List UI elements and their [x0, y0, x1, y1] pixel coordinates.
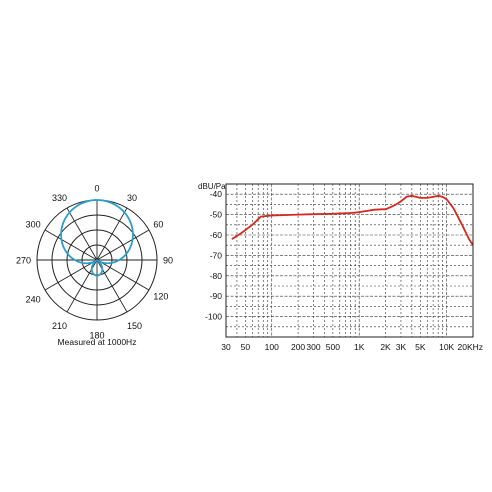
freq-y-tick-label: -90	[210, 291, 223, 301]
freq-x-tick-labels: 30 50 100 200 300 500 1K 2K 3K 5K 10K 20KHz	[221, 342, 483, 352]
frequency-response-chart: dBU/Pa -40 -50 -60 -70 -80 -90 -100 30 50 100 200…	[198, 182, 483, 352]
polar-spoke	[96, 229, 150, 261]
freq-plot-frame	[225, 183, 474, 338]
freq-y-tick-label: -100	[205, 312, 222, 322]
polar-pattern-curve	[60, 199, 134, 277]
freq-x-tick-label: 30	[221, 342, 231, 352]
freq-y-tick-label: -60	[210, 230, 223, 240]
polar-spoke	[66, 207, 98, 261]
freq-x-tick-label: 500	[326, 342, 340, 352]
freq-x-tick-label: 1K	[354, 342, 365, 352]
freq-x-tick-label: 3K	[396, 342, 407, 352]
polar-angle-label: 30	[127, 193, 137, 203]
freq-x-tick-label: 200	[291, 342, 305, 352]
freq-y-tick-label: -40	[210, 189, 223, 199]
polar-angle-label: 90	[163, 256, 173, 266]
polar-angle-label: 0	[94, 184, 99, 194]
polar-angle-label: 300	[26, 220, 41, 230]
polar-angle-label: 150	[127, 321, 142, 331]
polar-spoke	[96, 207, 128, 261]
freq-x-tick-label: 10K	[439, 342, 454, 352]
freq-x-tick-label: 5K	[415, 342, 426, 352]
freq-y-axis-label: dBU/Pa	[198, 182, 226, 191]
freq-x-tick-label: 2K	[380, 342, 391, 352]
polar-angle-label: 240	[26, 295, 41, 305]
freq-y-tick-label: -80	[210, 271, 223, 281]
frequency-response-curve	[231, 194, 474, 246]
polar-angle-labels: 0 30 60 90 120 150 180 210 240 270 300 330	[16, 184, 173, 341]
freq-grid	[226, 184, 473, 337]
polar-angle-label: 60	[153, 220, 163, 230]
polar-spoke	[44, 259, 98, 291]
polar-caption: Measured at 1000Hz	[58, 337, 137, 347]
polar-angle-label: 330	[52, 193, 67, 203]
freq-x-tick-label: 100	[265, 342, 279, 352]
polar-angle-label: 180	[89, 331, 104, 341]
freq-y-tick-labels: -40 -50 -60 -70 -80 -90 -100	[205, 189, 222, 321]
polar-spoke	[44, 229, 98, 261]
freq-x-tick-label: 50	[241, 342, 251, 352]
freq-y-tick-label: -70	[210, 250, 223, 260]
polar-spoke	[96, 259, 150, 291]
freq-x-tick-label: 20KHz	[457, 342, 483, 352]
freq-y-tick-label: -50	[210, 210, 223, 220]
polar-angle-label: 120	[153, 292, 168, 302]
polar-angle-label: 210	[52, 321, 67, 331]
freq-x-tick-label: 300	[306, 342, 320, 352]
polar-angle-label: 270	[16, 256, 31, 266]
polar-pattern-chart: 0 30 60 90 120 150 180 210 240 270 300 330 Measured…	[16, 184, 173, 348]
